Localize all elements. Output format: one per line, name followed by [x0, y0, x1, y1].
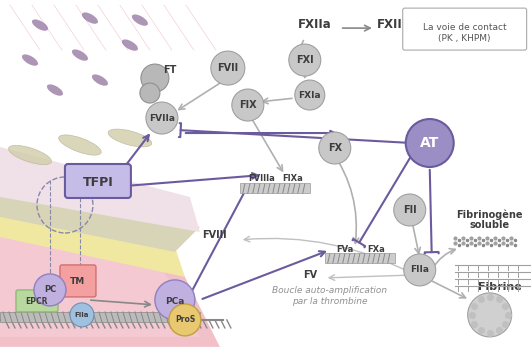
FancyBboxPatch shape	[60, 265, 96, 297]
Text: FII: FII	[403, 205, 416, 215]
Polygon shape	[0, 182, 200, 252]
Text: (PK , KHPM): (PK , KHPM)	[439, 34, 491, 43]
Ellipse shape	[47, 84, 63, 96]
Text: FIIa: FIIa	[75, 312, 89, 318]
Text: FV: FV	[303, 270, 317, 280]
Circle shape	[140, 83, 160, 103]
Text: par la thrombine: par la thrombine	[292, 297, 367, 306]
Text: ProS: ProS	[175, 315, 195, 324]
Circle shape	[34, 274, 66, 306]
Text: FVa: FVa	[336, 245, 354, 254]
Text: FIX: FIX	[239, 100, 256, 110]
Polygon shape	[0, 202, 185, 277]
Text: Fibrine: Fibrine	[478, 282, 521, 292]
Ellipse shape	[8, 145, 52, 164]
Text: FVIIa: FVIIa	[149, 113, 175, 122]
Circle shape	[169, 304, 201, 336]
Text: soluble: soluble	[469, 220, 510, 230]
Text: FVII: FVII	[217, 63, 238, 73]
Text: FT: FT	[163, 65, 176, 75]
Polygon shape	[0, 147, 200, 232]
Text: AT: AT	[420, 136, 439, 150]
Bar	[240, 183, 310, 193]
Ellipse shape	[122, 40, 138, 51]
Circle shape	[406, 119, 453, 167]
Circle shape	[295, 80, 325, 110]
Bar	[0, 312, 200, 322]
Circle shape	[232, 89, 264, 121]
Ellipse shape	[82, 12, 98, 24]
Polygon shape	[0, 217, 220, 347]
Circle shape	[394, 194, 426, 226]
Ellipse shape	[92, 74, 108, 86]
Text: PC: PC	[44, 286, 56, 294]
Polygon shape	[0, 227, 200, 337]
Text: FXI: FXI	[296, 55, 314, 65]
Circle shape	[155, 280, 195, 320]
Text: EPCR: EPCR	[25, 297, 48, 306]
Text: FIIa: FIIa	[410, 265, 429, 274]
Text: PCa: PCa	[165, 297, 185, 306]
Circle shape	[211, 51, 245, 85]
Text: FX: FX	[328, 143, 342, 153]
Circle shape	[289, 44, 321, 76]
Circle shape	[404, 254, 436, 286]
Text: TFPI: TFPI	[82, 177, 113, 189]
Ellipse shape	[108, 129, 152, 147]
Text: La voie de contact: La voie de contact	[423, 23, 507, 32]
Bar	[325, 253, 395, 263]
FancyBboxPatch shape	[65, 164, 131, 198]
Circle shape	[319, 132, 351, 164]
Circle shape	[141, 64, 169, 92]
Ellipse shape	[59, 135, 101, 155]
Circle shape	[146, 102, 178, 134]
Ellipse shape	[22, 54, 38, 66]
FancyBboxPatch shape	[16, 290, 58, 312]
Text: FXII: FXII	[377, 18, 402, 31]
Text: Fibrinogène: Fibrinogène	[457, 210, 523, 220]
Ellipse shape	[32, 19, 48, 31]
Text: TM: TM	[70, 278, 85, 286]
Text: Boucle auto-amplification: Boucle auto-amplification	[272, 286, 387, 295]
Text: FXIa: FXIa	[298, 91, 321, 100]
Text: FIXa: FIXa	[282, 175, 303, 184]
Ellipse shape	[132, 15, 148, 26]
Ellipse shape	[72, 49, 88, 61]
Circle shape	[468, 293, 512, 337]
Text: FXa: FXa	[367, 245, 384, 254]
Text: FVIIIa: FVIIIa	[249, 175, 275, 184]
FancyBboxPatch shape	[402, 8, 527, 50]
Circle shape	[70, 303, 94, 327]
Text: FXIIa: FXIIa	[298, 18, 332, 31]
Text: FVIII: FVIII	[202, 230, 227, 240]
